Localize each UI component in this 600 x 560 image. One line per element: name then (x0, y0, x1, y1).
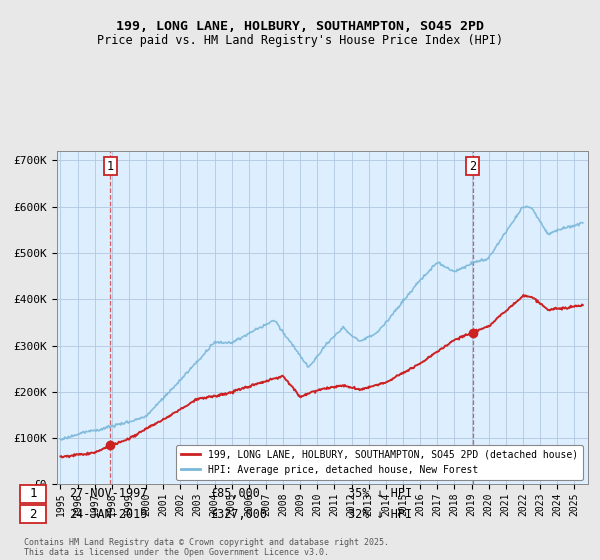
Text: 35% ↓ HPI: 35% ↓ HPI (348, 487, 412, 501)
Text: 27-NOV-1997: 27-NOV-1997 (69, 487, 148, 501)
Text: 32% ↓ HPI: 32% ↓ HPI (348, 507, 412, 521)
Text: 2: 2 (29, 507, 37, 521)
Text: £85,000: £85,000 (210, 487, 260, 501)
Text: 2: 2 (469, 160, 476, 172)
Text: 1: 1 (107, 160, 113, 172)
Text: 1: 1 (29, 487, 37, 501)
Text: Contains HM Land Registry data © Crown copyright and database right 2025.
This d: Contains HM Land Registry data © Crown c… (24, 538, 389, 557)
Text: £327,000: £327,000 (210, 507, 267, 521)
Text: Price paid vs. HM Land Registry's House Price Index (HPI): Price paid vs. HM Land Registry's House … (97, 34, 503, 46)
Text: 24-JAN-2019: 24-JAN-2019 (69, 507, 148, 521)
Legend: 199, LONG LANE, HOLBURY, SOUTHAMPTON, SO45 2PD (detached house), HPI: Average pr: 199, LONG LANE, HOLBURY, SOUTHAMPTON, SO… (176, 445, 583, 479)
Text: 199, LONG LANE, HOLBURY, SOUTHAMPTON, SO45 2PD: 199, LONG LANE, HOLBURY, SOUTHAMPTON, SO… (116, 20, 484, 32)
